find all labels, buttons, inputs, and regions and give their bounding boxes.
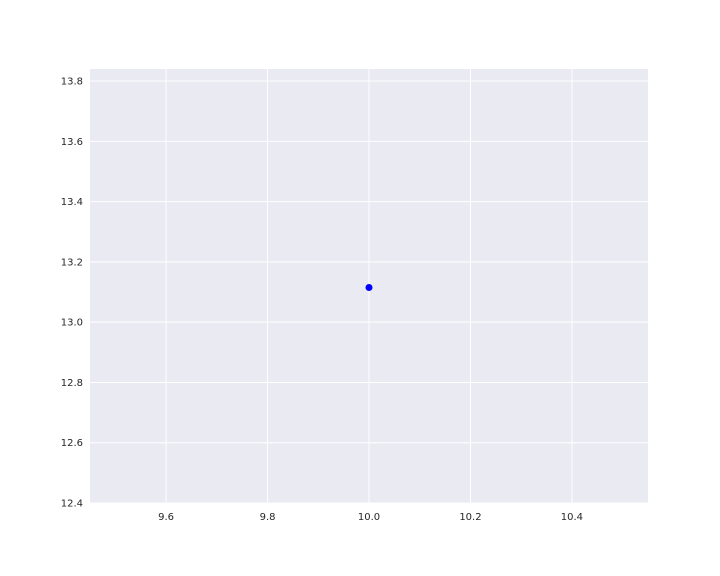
x-tick-label: 10.2: [459, 512, 481, 523]
y-tick-label: 13.8: [61, 77, 83, 88]
data-point: [365, 284, 373, 292]
y-tick-label: 13.4: [61, 197, 83, 208]
y-tick-label: 13.2: [61, 257, 83, 268]
tick-labels: 9.6 9.8 10.0 10.2 10.4 12.4 12.6 12.8 13.0 13.2 13…: [61, 77, 583, 523]
x-tick-label: 10.0: [358, 512, 380, 523]
y-tick-label: 13.0: [61, 318, 83, 329]
data-points: [365, 284, 373, 292]
x-tick-label: 9.8: [260, 512, 276, 523]
y-tick-label: 12.8: [61, 378, 83, 389]
x-tick-label: 9.6: [158, 512, 174, 523]
y-tick-label: 12.6: [61, 438, 83, 449]
x-tick-label: 10.4: [561, 512, 583, 523]
y-tick-label: 12.4: [61, 499, 83, 510]
y-tick-label: 13.6: [61, 137, 83, 148]
